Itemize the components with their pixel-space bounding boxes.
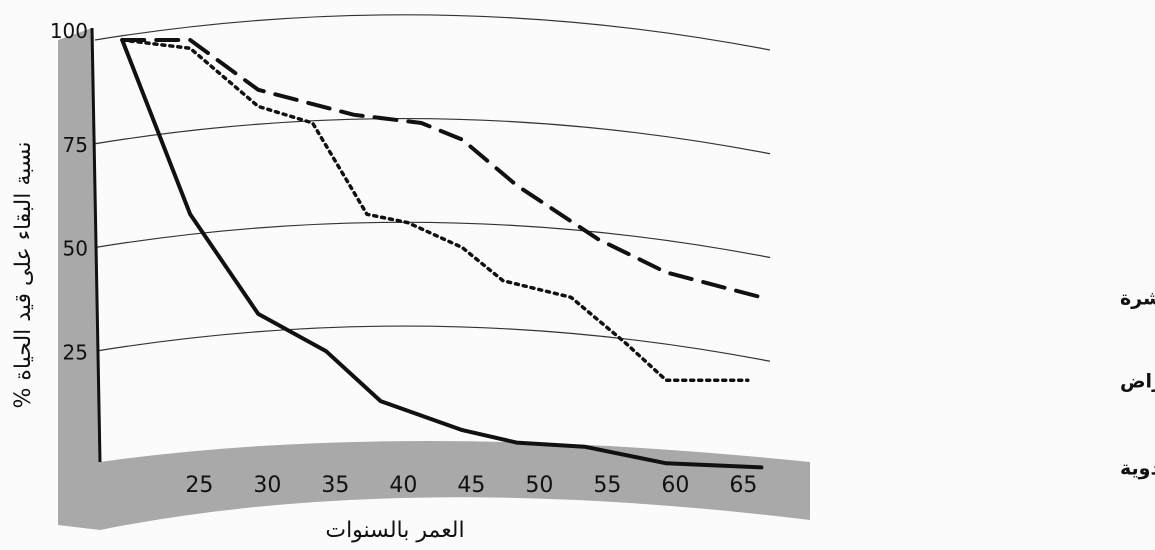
y-tick-label: 100: [50, 19, 88, 43]
series-layer: [120, 38, 764, 470]
gridline: [94, 14, 771, 51]
axis-base: [58, 27, 810, 530]
grid-layer: [94, 14, 771, 362]
y-axis-title: نسبة البقاء على قيد الحياة %: [11, 141, 36, 408]
gridline: [94, 221, 771, 259]
x-tick-label: 35: [321, 473, 349, 498]
x-tick-label: 30: [253, 473, 281, 498]
series-line-dotted: [120, 38, 750, 383]
y-axis-line: [90, 27, 102, 463]
series-label-dashed: استخدام الأدوية بعد الإصابة مباشرة: [1120, 286, 1155, 309]
gridline: [94, 325, 771, 362]
x-tick-label: 50: [525, 473, 553, 498]
x-axis-band: [100, 441, 810, 530]
x-tick-label: 65: [729, 473, 757, 498]
y-tick-label: 75: [63, 133, 88, 157]
y-tick-label: 25: [63, 340, 88, 364]
series-line-dashed: [120, 38, 764, 300]
x-tick-label: 55: [593, 473, 621, 498]
series-label-solid: بدون استخدام الأدوية: [1120, 456, 1155, 479]
x-tick-label: 45: [457, 473, 485, 498]
gridline: [94, 117, 771, 155]
series-line-solid: [120, 38, 764, 470]
series-label-dotted: استخدام الأدوية بعد ظهور الأعراض: [1120, 369, 1155, 392]
x-axis-title: العمر بالسنوات: [325, 518, 464, 543]
y-tick-label: 50: [63, 237, 88, 261]
tick-layer: 25 30 35 40 45 50 55 60 65 100 75 50 25: [50, 19, 758, 498]
x-tick-label: 25: [185, 473, 213, 498]
y-axis-band: [58, 28, 100, 530]
x-tick-label: 60: [661, 473, 689, 498]
label-layer: استخدام الأدوية بعد الإصابة مباشرة استخدا…: [1120, 286, 1155, 479]
x-tick-label: 40: [389, 473, 417, 498]
